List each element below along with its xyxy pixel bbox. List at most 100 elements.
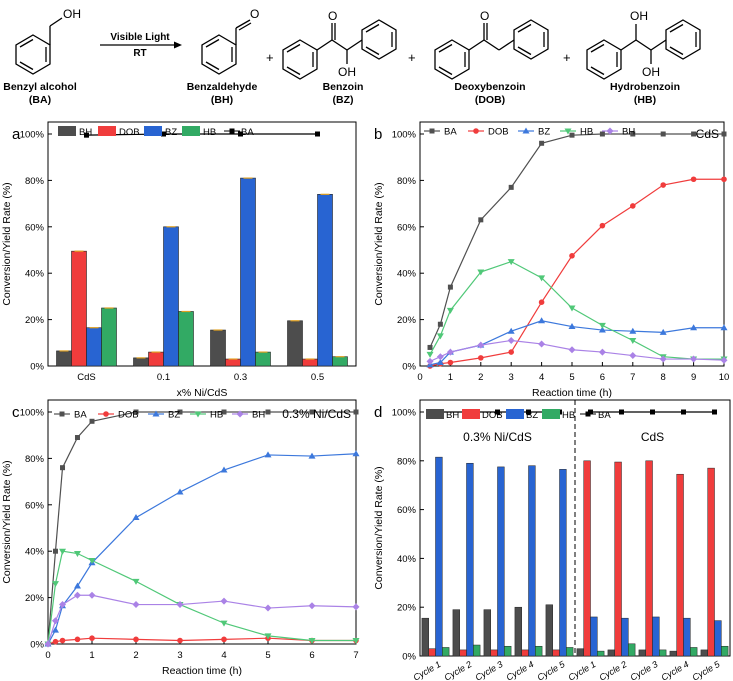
marker-bh	[220, 597, 228, 605]
x-tick-label: Cycle 2	[443, 659, 474, 681]
compound-name: Deoxybenzoin	[454, 81, 525, 93]
marker-ba	[315, 131, 320, 137]
marker-ba	[427, 344, 433, 350]
marker-ba	[437, 321, 443, 327]
marker-dob	[133, 636, 139, 643]
series-line-ba	[86, 133, 318, 136]
y-tick-label: 80%	[25, 176, 45, 187]
marker-ba	[712, 409, 717, 415]
marker-hb	[220, 620, 228, 627]
legend-swatch-hb	[542, 409, 560, 419]
panel-letter: b	[374, 126, 382, 143]
y-tick-label: 0%	[402, 362, 416, 373]
legend-label: BZ	[165, 127, 177, 138]
marker-dob	[473, 128, 479, 134]
bar-bz	[163, 226, 179, 367]
bar-bz	[240, 177, 256, 367]
marker-bz	[720, 324, 728, 331]
bar-bh	[483, 609, 491, 657]
legend-label: BA	[598, 410, 611, 421]
bar-hb	[178, 311, 194, 367]
bar-dob	[428, 648, 436, 657]
marker-bh	[88, 591, 96, 599]
legend-label: BZ	[526, 410, 538, 421]
bar-hb	[332, 356, 348, 367]
bar-hb	[535, 645, 543, 657]
marker-bh	[538, 340, 546, 348]
bar-bh	[638, 649, 646, 657]
x-tick-label: 9	[691, 372, 696, 383]
x-axis-label: Reaction time (h)	[532, 387, 612, 399]
y-tick-label: 60%	[397, 222, 417, 233]
legend-swatch-bz	[144, 126, 162, 136]
x-tick-label: CdS	[77, 372, 95, 383]
marker-hb	[194, 411, 202, 418]
legend-label: HB	[562, 410, 575, 421]
x-axis-label: Reaction time (h)	[162, 665, 242, 677]
marker-ba	[309, 409, 315, 415]
marker-hb	[436, 333, 444, 340]
arrow-top-label: Visible Light	[110, 32, 170, 43]
marker-dob	[59, 637, 66, 644]
oh-label: OH	[63, 7, 81, 21]
series-line-hb	[429, 260, 724, 360]
bar-bz	[590, 616, 598, 657]
marker-bh	[59, 601, 67, 609]
marker-hb	[132, 578, 140, 585]
y-tick-label: 60%	[25, 222, 45, 233]
marker-bh	[690, 355, 698, 363]
o-label: O	[328, 9, 337, 23]
x-tick-label: 4	[539, 372, 544, 383]
bar-bz	[652, 616, 660, 657]
marker-hb	[59, 548, 67, 555]
marker-dob	[52, 638, 59, 645]
x-tick-label: 0.5	[311, 372, 324, 383]
marker-ba	[495, 409, 500, 415]
y-tick-label: 0%	[402, 652, 416, 663]
marker-bz	[176, 488, 184, 495]
legend-label: BH	[252, 410, 265, 421]
x-tick-label: Cycle 4	[660, 659, 691, 681]
marker-ba	[599, 131, 605, 137]
marker-bz	[308, 452, 316, 459]
marker-ba	[52, 548, 58, 554]
panel-annotation: CdS	[696, 127, 719, 141]
marker-ba	[177, 409, 183, 415]
arrow-bottom-label: RT	[133, 48, 146, 59]
x-tick-label: 1	[89, 650, 94, 661]
x-tick-label: Cycle 1	[412, 659, 443, 681]
legend-label: HB	[203, 127, 216, 138]
bar-hb	[255, 351, 271, 367]
marker-bh	[606, 127, 614, 135]
marker-bh	[236, 410, 244, 418]
marker-hb	[352, 638, 360, 645]
marker-dob	[599, 222, 606, 229]
bar-dob	[521, 649, 529, 657]
y-tick-label: 40%	[25, 269, 45, 280]
marker-bh	[446, 348, 454, 356]
marker-bh	[659, 355, 667, 363]
marker-bz	[152, 410, 160, 417]
legend-swatch-dob	[462, 409, 480, 419]
bar-hb	[566, 647, 574, 657]
legend-label: BA	[444, 127, 457, 138]
marker-dob	[447, 359, 454, 366]
marker-ba	[681, 409, 686, 415]
marker-ba	[691, 131, 697, 137]
compound-name: Benzoin	[323, 81, 364, 93]
y-tick-label: 80%	[397, 456, 417, 467]
plot-frame	[419, 121, 725, 367]
marker-bz	[132, 514, 140, 521]
marker-ba	[238, 131, 243, 137]
legend-label: BH	[622, 127, 635, 138]
compound-abbr: (BZ)	[333, 94, 354, 106]
x-tick-label: 6	[600, 372, 605, 383]
bar-dob	[71, 250, 87, 367]
marker-bh	[44, 640, 52, 648]
marker-ba	[229, 128, 235, 134]
legend-swatch-dob	[98, 126, 116, 136]
marker-ba	[84, 132, 89, 138]
benzaldehyde-structure	[201, 19, 252, 75]
marker-hb	[538, 275, 546, 282]
reaction-scheme: OH Visible Light RT O + O OH + O +	[3, 7, 701, 106]
